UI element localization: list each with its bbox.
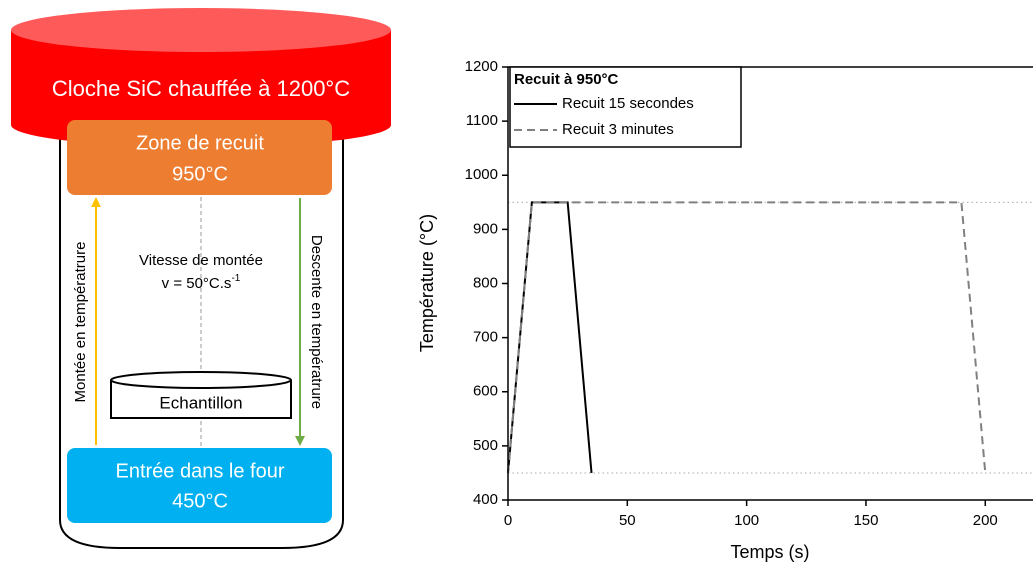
zone-temperature: 950°C — [172, 163, 228, 185]
sample-label: Echantillon — [159, 393, 242, 412]
cooling-label: Descente en températrure — [308, 235, 325, 409]
up-arrow-head — [91, 197, 101, 207]
entry-label: Entrée dans le four — [116, 460, 285, 482]
series-line — [507, 201, 987, 474]
legend-box — [509, 66, 742, 148]
legend-title: Recuit à 950°C — [514, 71, 619, 88]
legend-label: Recuit 3 minutes — [562, 121, 674, 138]
furnace-diagram: Cloche SiC chauffée à 1200°C Zone de rec… — [11, 8, 391, 549]
speed-formula: v = 50°C.s-1 — [162, 273, 241, 292]
y-tick-label: 1100 — [466, 112, 498, 129]
speed-value: v = 50°C.s — [162, 275, 232, 292]
heating-label: Montée en températrure — [72, 242, 89, 403]
zone-label: Zone de recuit — [136, 132, 264, 154]
cloche-label: Cloche SiC chauffée à 1200°C — [52, 76, 350, 101]
y-tick-label: 1000 — [465, 166, 498, 183]
y-tick-label: 700 — [473, 329, 498, 346]
vessel — [59, 125, 344, 549]
y-tick-label: 800 — [473, 274, 498, 291]
y-tick-label: 1200 — [465, 58, 498, 75]
speed-exponent: -1 — [231, 273, 240, 284]
y-tick-label: 500 — [473, 437, 498, 454]
y-tick-label: 400 — [473, 491, 498, 508]
cloche-top — [11, 8, 391, 52]
annealing-zone — [67, 120, 332, 195]
x-tick-label: 50 — [619, 512, 636, 529]
furnace-entry — [67, 448, 332, 523]
x-axis-label: Temps (s) — [730, 542, 809, 562]
legend-label: Recuit 15 secondes — [562, 95, 694, 112]
cloche-body — [11, 30, 391, 147]
chart: Température (°C) Temps (s) 4005006007008… — [417, 58, 1033, 562]
x-tick-label: 200 — [973, 512, 998, 529]
y-axis-label: Température (°C) — [417, 214, 437, 352]
sample-top — [110, 371, 292, 389]
speed-label: Vitesse de montée — [139, 252, 263, 269]
y-tick-label: 900 — [473, 220, 498, 237]
y-tick-label: 600 — [473, 383, 498, 400]
down-arrow-head — [295, 436, 305, 446]
x-tick-label: 0 — [504, 512, 512, 529]
entry-temperature: 450°C — [172, 490, 228, 512]
sample-body — [110, 380, 292, 419]
x-tick-label: 150 — [853, 512, 878, 529]
x-tick-label: 100 — [734, 512, 759, 529]
